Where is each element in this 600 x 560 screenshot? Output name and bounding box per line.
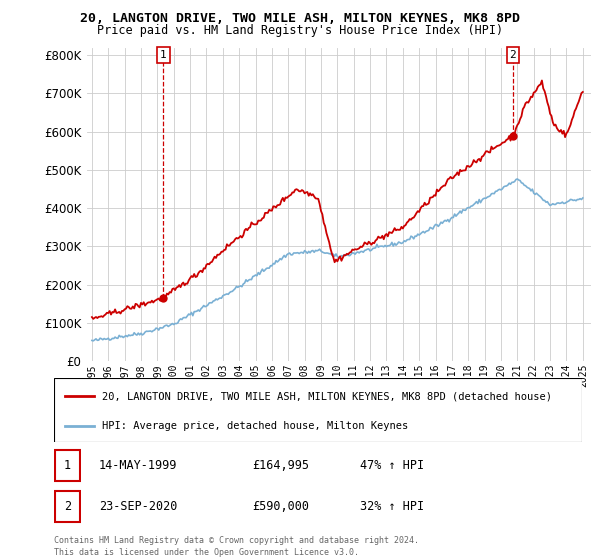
Text: 2: 2	[509, 50, 516, 60]
Text: Contains HM Land Registry data © Crown copyright and database right 2024.: Contains HM Land Registry data © Crown c…	[54, 536, 419, 545]
Text: 20, LANGTON DRIVE, TWO MILE ASH, MILTON KEYNES, MK8 8PD: 20, LANGTON DRIVE, TWO MILE ASH, MILTON …	[80, 12, 520, 25]
Text: £590,000: £590,000	[252, 500, 309, 513]
Text: £164,995: £164,995	[252, 459, 309, 472]
Text: 32% ↑ HPI: 32% ↑ HPI	[360, 500, 424, 513]
Text: Price paid vs. HM Land Registry's House Price Index (HPI): Price paid vs. HM Land Registry's House …	[97, 24, 503, 36]
Text: HPI: Average price, detached house, Milton Keynes: HPI: Average price, detached house, Milt…	[101, 421, 408, 431]
Text: This data is licensed under the Open Government Licence v3.0.: This data is licensed under the Open Gov…	[54, 548, 359, 557]
Text: 2: 2	[64, 500, 71, 513]
Text: 23-SEP-2020: 23-SEP-2020	[99, 500, 178, 513]
Text: 20, LANGTON DRIVE, TWO MILE ASH, MILTON KEYNES, MK8 8PD (detached house): 20, LANGTON DRIVE, TWO MILE ASH, MILTON …	[101, 391, 551, 401]
Text: 1: 1	[160, 50, 167, 60]
Text: 1: 1	[64, 459, 71, 472]
Text: 47% ↑ HPI: 47% ↑ HPI	[360, 459, 424, 472]
Text: 14-MAY-1999: 14-MAY-1999	[99, 459, 178, 472]
